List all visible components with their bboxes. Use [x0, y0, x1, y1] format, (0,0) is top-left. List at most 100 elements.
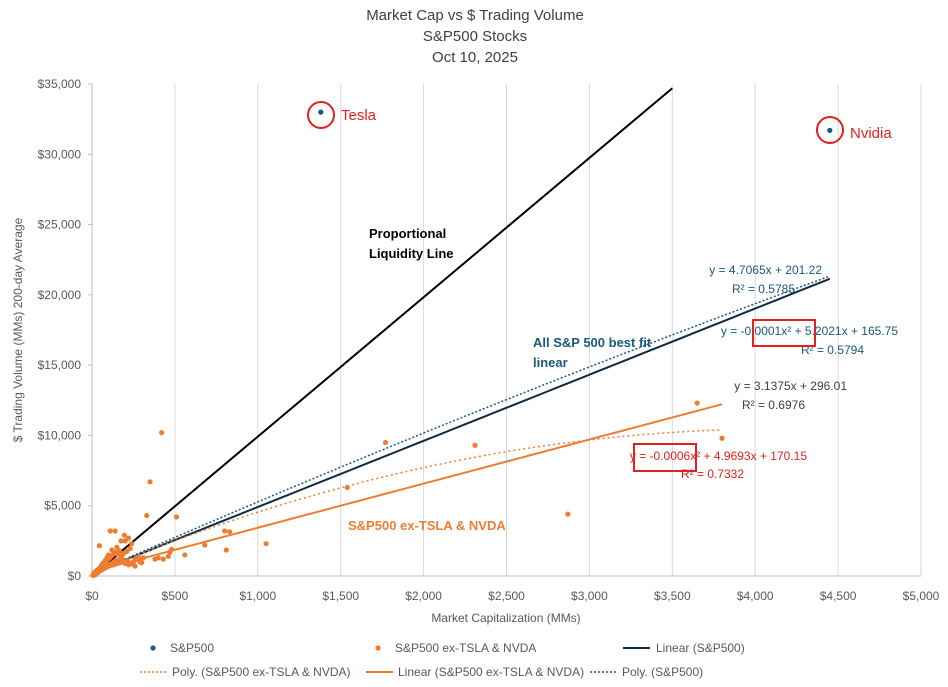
trendline-poly-ex — [91, 429, 723, 575]
sp-linear-equation: y = 4.7065x + 201.22 — [709, 263, 822, 277]
proportional-label-line1: Proportional — [369, 226, 446, 241]
ex-poly-equation: y = -0.0006x² + 4.9693x + 170.15 — [630, 449, 807, 463]
legend-marker-sp500 — [150, 645, 156, 651]
legend-label-linear-ex: Linear (S&P500 ex-TSLA & NVDA) — [398, 665, 584, 679]
point-ex — [90, 572, 96, 578]
trendline-linear-sp500 — [91, 277, 831, 575]
legend: S&P500 S&P500 ex-TSLA & NVDA Linear (S&P… — [140, 641, 745, 679]
x-tick-label: $0 — [85, 589, 99, 603]
x-axis-label: Market Capitalization (MMs) — [431, 611, 580, 625]
x-tick-label: $2,000 — [405, 589, 442, 603]
tesla-highlight-circle — [307, 101, 335, 129]
point-ex — [202, 542, 208, 548]
trendline-poly-sp500 — [91, 275, 831, 575]
gridlines — [174, 84, 922, 576]
x-tick-label: $3,500 — [654, 589, 691, 603]
point-ex — [147, 479, 153, 485]
chart-subtitle-2: Oct 10, 2025 — [432, 49, 518, 66]
nvidia-label: Nvidia — [850, 125, 892, 142]
proportional-liquidity-line — [91, 87, 673, 577]
point-ex — [222, 528, 228, 534]
point-ex — [112, 528, 118, 534]
y-tick-label: $0 — [68, 569, 82, 583]
legend-label-ex: S&P500 ex-TSLA & NVDA — [395, 641, 536, 655]
legend-label-sp500: S&P500 — [170, 641, 214, 655]
ex-series-label: S&P500 ex-TSLA & NVDA — [348, 518, 506, 533]
point-ex — [182, 552, 188, 558]
proportional-label-line2: Liquidity Line — [369, 246, 454, 261]
chart-subtitle-1: S&P500 Stocks — [423, 28, 527, 45]
y-tick-label: $25,000 — [38, 218, 82, 232]
data-points — [90, 109, 833, 578]
trendline-linear-ex — [91, 403, 723, 573]
legend-marker-ex — [375, 645, 381, 651]
nvidia-highlight-circle — [816, 116, 844, 144]
point-ex — [160, 556, 166, 562]
point-ex — [132, 563, 138, 569]
point-ex — [155, 555, 161, 561]
y-axis-label: $ Trading Volume (MMs) 200-day Average — [11, 217, 25, 442]
chart-title: Market Cap vs $ Trading Volume — [366, 7, 584, 24]
trendlines — [91, 87, 831, 577]
x-tick-label: $4,500 — [820, 589, 857, 603]
point-ex — [118, 538, 124, 544]
tesla-label: Tesla — [341, 107, 377, 124]
ex-linear-r2: R² = 0.6976 — [742, 398, 805, 412]
point-sp500 — [318, 109, 324, 115]
point-ex — [129, 541, 135, 547]
x-tick-label: $500 — [162, 589, 189, 603]
y-tick-label: $35,000 — [38, 77, 82, 91]
point-sp500 — [827, 127, 833, 133]
point-ex — [173, 514, 180, 520]
point-ex — [165, 553, 171, 559]
point-ex — [122, 538, 128, 544]
point-ex — [227, 529, 233, 535]
sp-linear-r2: R² = 0.5785 — [732, 282, 795, 296]
y-tick-label: $30,000 — [38, 147, 82, 161]
point-ex — [565, 511, 571, 517]
legend-label-poly-sp500: Poly. (S&P500) — [622, 665, 703, 679]
x-tick-labels: $0 $500 $1,000 $1,500 $2,000 $2,500 $3,000 $3,5… — [85, 589, 939, 603]
legend-label-linear-sp500: Linear (S&P500) — [656, 641, 745, 655]
sp-poly-coefficient-highlight — [752, 319, 816, 347]
point-ex — [140, 555, 146, 561]
x-tick-label: $1,500 — [322, 589, 359, 603]
point-ex — [159, 430, 165, 436]
all-sp-label-line1: All S&P 500 best fit — [533, 335, 652, 350]
y-tick-label: $20,000 — [38, 288, 82, 302]
point-ex — [144, 512, 150, 519]
x-tick-label: $5,000 — [903, 589, 940, 603]
y-tick-label: $15,000 — [38, 358, 82, 372]
y-tick-labels: $0 $5,000 $10,000 $15,000 $20,000 $25,000 $30,… — [38, 77, 82, 583]
point-ex — [168, 546, 175, 552]
all-sp-label-line2: linear — [533, 355, 568, 370]
point-ex — [139, 560, 145, 566]
x-tick-label: $3,000 — [571, 589, 608, 603]
x-tick-label: $1,000 — [239, 589, 276, 603]
point-ex — [124, 548, 130, 555]
point-ex — [694, 400, 700, 406]
point-ex — [263, 541, 269, 547]
legend-label-poly-ex: Poly. (S&P500 ex-TSLA & NVDA) — [172, 665, 351, 679]
point-ex — [121, 532, 127, 538]
point-ex — [344, 484, 350, 491]
sp-poly-r2: R² = 0.5794 — [801, 343, 864, 357]
point-ex — [135, 554, 142, 560]
x-tick-label: $2,500 — [488, 589, 525, 603]
ex-poly-r2: R² = 0.7332 — [681, 467, 744, 481]
point-ex — [472, 442, 478, 448]
point-ex — [719, 435, 725, 441]
point-ex — [116, 548, 122, 554]
x-tick-label: $4,000 — [737, 589, 774, 603]
ex-linear-equation: y = 3.1375x + 296.01 — [734, 379, 847, 393]
point-ex — [223, 547, 229, 553]
point-ex — [96, 543, 103, 549]
point-ex — [107, 528, 113, 534]
ex-poly-coefficient-highlight — [633, 443, 697, 472]
point-ex — [382, 439, 389, 446]
axes — [88, 83, 921, 577]
y-tick-label: $5,000 — [44, 499, 81, 513]
sp-poly-equation: y = -0.0001x² + 5.2021x + 165.75 — [721, 324, 898, 338]
y-tick-label: $10,000 — [38, 428, 82, 442]
